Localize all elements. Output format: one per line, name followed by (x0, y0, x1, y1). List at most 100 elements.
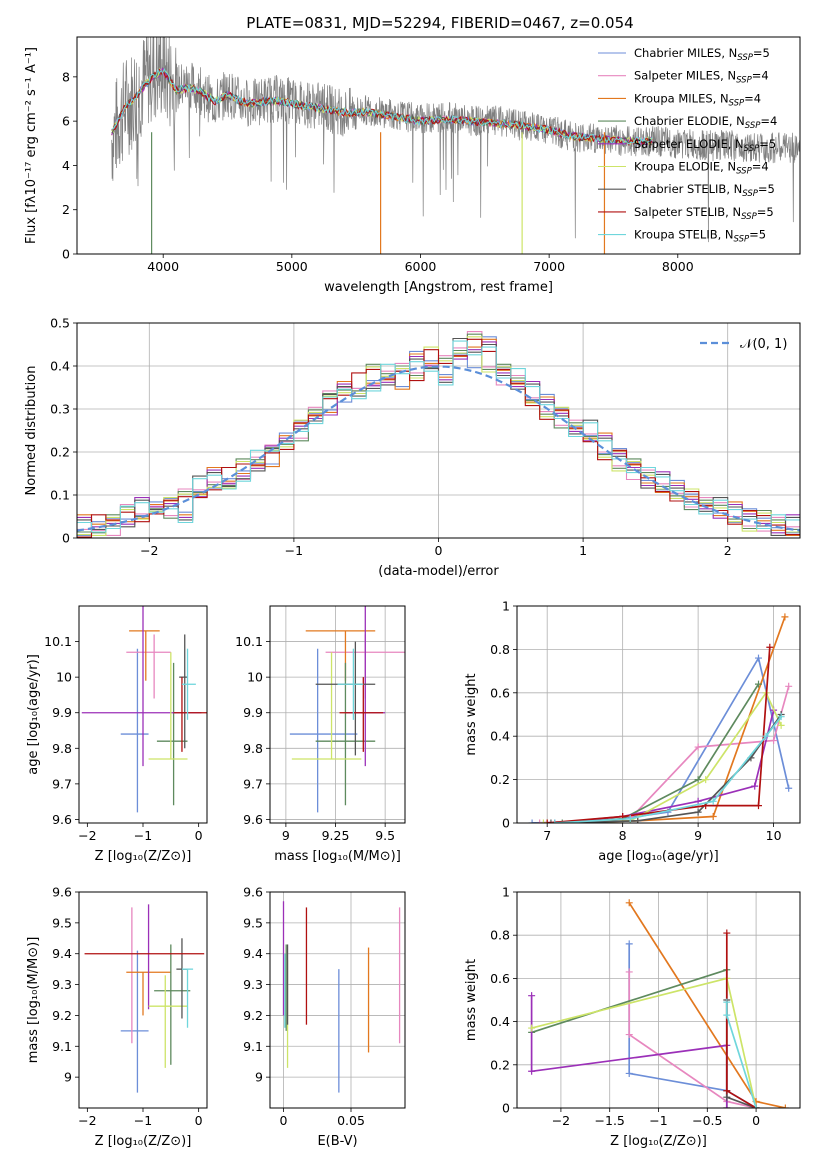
errorbar-point (291, 652, 362, 760)
weight-point-marker (528, 1024, 536, 1032)
y-tick-label: 0 (502, 1101, 510, 1116)
legend-label-base: Chabrier MILES, N (634, 46, 737, 60)
errorbar-point (120, 648, 149, 813)
age_vs_mass-plot-area (289, 606, 405, 813)
y-tick-label: 10.1 (235, 634, 263, 649)
legend-label-count: =5 (759, 137, 776, 151)
residual-histogram (77, 340, 800, 533)
y-tick-label: 9.7 (52, 776, 72, 791)
legend-label: Chabrier STELIB, NSSP=5 (634, 182, 775, 199)
x-tick-label: 7 (543, 828, 551, 843)
y-tick-label: 9.4 (243, 946, 263, 961)
weight-point-marker (785, 682, 793, 690)
model-spectrum-line (111, 68, 653, 146)
mass_vs_EBV-plot-area (282, 901, 401, 1093)
x-tick-label: 7000 (533, 259, 565, 274)
legend-label-count: =5 (757, 205, 774, 219)
age_vs_Z-panel: −2 −1 0 9.6 9.7 9.8 9.9 10 10.1 Z [log₁₀(Z/Z⊙)] ag… (26, 605, 208, 864)
errorbar-point (337, 648, 364, 720)
age_vs_Z-plot-area (81, 606, 207, 813)
x-tick-label: −2 (140, 543, 158, 558)
x-axis-label: E(B-V) (317, 1134, 357, 1149)
legend-label-base: Kroupa MILES, N (634, 91, 729, 105)
y-tick-label: 0.4 (490, 729, 510, 744)
weight-point-marker (625, 1031, 633, 1039)
axes-frame (516, 891, 801, 1109)
y-tick-label: 0.6 (490, 685, 510, 700)
spectrum-panel: 4000 5000 6000 7000 8000 0 2 4 6 8 wavelength [Ang… (24, 36, 801, 295)
weight-series-line (543, 691, 782, 823)
weight-point-marker (781, 613, 789, 621)
weight_vs_Z-panel: −2 −1.5 −1 −0.5 0 0 0.2 0.4 0.6 0.8 1 Z [log₁₀(Z/Z⊙… (464, 885, 801, 1149)
x-tick-label: 0 (280, 1113, 288, 1128)
x-axis-label: Z [log₁₀(Z/Z⊙)] (610, 1134, 707, 1149)
x-tick-label: 0 (435, 543, 443, 558)
legend-label-subscript: SSP (736, 76, 752, 86)
y-tick-label: 1 (502, 599, 510, 614)
x-tick-label: −1 (134, 1113, 152, 1128)
residual-histogram (77, 338, 800, 538)
weight-point-marker (634, 817, 642, 823)
weight-series-line (725, 1002, 757, 1108)
y-tick-label: 4 (62, 158, 70, 173)
weight-point-marker (558, 819, 566, 823)
legend-entry: Salpeter MILES, NSSP=4 (598, 69, 769, 86)
y-tick-label: 0.3 (50, 402, 70, 417)
weight-point-marker (723, 1093, 731, 1101)
x-axis-label: wavelength [Angstrom, rest frame] (324, 280, 553, 295)
legend-label-count: =4 (752, 69, 769, 83)
y-tick-label: 9.3 (52, 977, 72, 992)
legend-label-base: Chabrier STELIB, N (634, 182, 742, 196)
errorbar-point (345, 606, 386, 767)
legend-entry: Chabrier ELODIE, NSSP=4 (598, 114, 777, 131)
legend-label-subscript: SSP (736, 167, 752, 177)
weight-point-marker (785, 784, 793, 792)
legend-label-count: =4 (744, 91, 761, 105)
axes-frame (78, 605, 208, 824)
legend-label-base: Salpeter ELODIE, N (634, 137, 744, 151)
weight-point-marker (723, 1087, 731, 1095)
y-axis-label: Flux [fλ10⁻¹⁷ erg cm⁻² s⁻¹ A⁻¹] (24, 47, 39, 244)
y-tick-label: 9.6 (243, 885, 263, 900)
weight-point-marker (723, 929, 731, 937)
y-tick-label: 0.2 (50, 445, 70, 460)
residual-legend: 𝒩(0, 1) (700, 337, 787, 352)
y-tick-label: 9.6 (52, 812, 72, 827)
x-tick-label: −1 (134, 828, 152, 843)
x-tick-label: 5000 (276, 259, 308, 274)
x-tick-label: 10 (766, 828, 782, 843)
weight-point-marker (752, 1104, 760, 1108)
weight_vs_age-panel: 7 8 9 10 0 0.2 0.4 0.6 0.8 1 age [log₁₀(age/yr)] ma… (464, 599, 801, 864)
y-tick-label: 2 (62, 202, 70, 217)
weight-point-marker (770, 737, 778, 745)
mass_vs_Z-panel: −2 −1 0 9 9.1 9.2 9.3 9.4 9.5 9.6 Z [log₁₀(Z/Z⊙)] m… (26, 885, 208, 1149)
weight-point-marker (781, 1104, 789, 1108)
y-tick-label: 9.1 (52, 1039, 72, 1054)
mass_vs_Z-plot-area (84, 904, 205, 1093)
weight-series-line (628, 971, 757, 1108)
errorbar-point (154, 944, 191, 1065)
errorbar-point (148, 975, 188, 1068)
x-tick-label: −1.5 (595, 1113, 625, 1128)
legend-label-count: =4 (760, 114, 777, 128)
legend-label-subscript: SSP (742, 189, 758, 199)
residuals-plot-area (77, 331, 800, 538)
legend-entry: Kroupa ELODIE, NSSP=4 (598, 160, 769, 177)
x-tick-label: −2 (78, 828, 96, 843)
legend-entry: Kroupa MILES, NSSP=4 (598, 91, 761, 108)
y-tick-label: 0.5 (50, 316, 70, 331)
axes-frame (516, 605, 801, 824)
weight-point-marker (528, 992, 536, 1000)
x-tick-label: 0.05 (337, 1113, 365, 1128)
legend-entry: Salpeter ELODIE, NSSP=5 (598, 137, 776, 154)
legend-label-count: =5 (753, 46, 770, 60)
x-axis-label: (data-model)/error (378, 564, 499, 579)
weight-point-marker (626, 815, 634, 823)
y-tick-label: 0.4 (490, 1014, 510, 1029)
residuals-panel: −2 −1 0 1 2 0 0.1 0.2 0.3 0.4 0.5 (data-model)/erro… (24, 316, 801, 579)
legend-label-subscript: SSP (734, 235, 750, 245)
legend-label-subscript: SSP (745, 121, 761, 131)
weight-point-marker (709, 797, 717, 805)
legend-label-base: Kroupa ELODIE, N (634, 160, 736, 174)
legend-label-base: Chabrier ELODIE, N (634, 114, 745, 128)
